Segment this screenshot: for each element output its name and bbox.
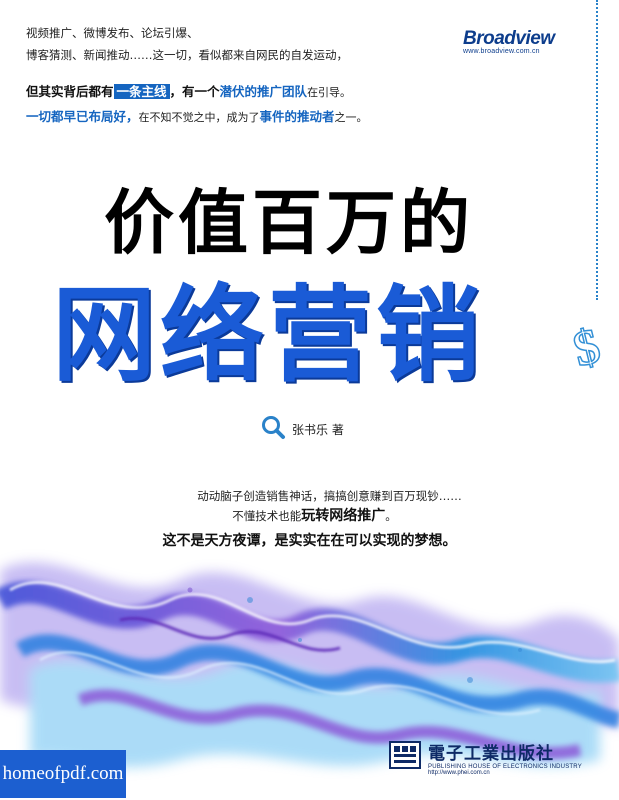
hook-l2-d: 之一。 xyxy=(334,111,368,124)
author-name: 张书乐 著 xyxy=(292,422,344,437)
hook-l1-a: 但其实背后都有 xyxy=(26,84,114,99)
watermark-badge: homeofpdf.com xyxy=(0,750,126,798)
hook-l1-c: 潜伏的推广团队 xyxy=(219,84,308,99)
blurb: 动动脑子创造销售神话，搞搞创意赚到百万现钞…… 不懂技术也能玩转网络推广。 这不… xyxy=(0,486,619,554)
dollar-icon: $ xyxy=(567,316,606,378)
hook-line-2: 一切都早已布局好，在不知不觉之中，成为了事件的推动者之一。 xyxy=(26,105,368,130)
publisher-text: 電子工業出版社 PUBLISHING HOUSE OF ELECTRONICS … xyxy=(428,739,582,776)
blurb-line-1: 动动脑子创造销售神话，搞搞创意赚到百万现钞…… xyxy=(197,489,462,503)
author-block: 张书乐 著 xyxy=(260,414,344,444)
title-line-2: 网络营销 xyxy=(52,274,485,396)
title-line-1: 价值百万的 xyxy=(104,182,474,264)
dotted-string xyxy=(596,0,598,300)
blurb-l2-b: 玩转网络推广 xyxy=(301,508,386,524)
publisher-url: http://www.phei.com.cn xyxy=(428,769,490,776)
hook-l2-c: 事件的推动者 xyxy=(259,109,335,124)
hook-l1-b: ，有一个 xyxy=(169,84,220,99)
broadview-brand: Broadview xyxy=(463,28,555,49)
smoke-artwork xyxy=(0,562,619,768)
broadview-logo: Broadview www.broadview.com.cn xyxy=(463,28,555,55)
watermark-text: homeofpdf.com xyxy=(2,763,124,784)
hook-text: 但其实背后都有 一条主线 ，有一个潜伏的推广团队在引导。 一切都早已布局好，在不知不… xyxy=(26,80,368,130)
publisher-name-en: PUBLISHING HOUSE OF ELECTRONICS INDUSTRY xyxy=(428,763,582,770)
blurb-line-3: 这不是天方夜谭，是实实在在可以实现的梦想。 xyxy=(162,533,457,549)
intro-text: 视频推广、微博发布、论坛引爆、 博客猜测、新闻推动……这一切，看似都来自网民的自… xyxy=(26,22,348,66)
intro-line-1: 视频推广、微博发布、论坛引爆、 xyxy=(26,26,199,40)
magnifier-icon xyxy=(260,414,286,444)
hook-l2-a: 一切都早已布局好， xyxy=(26,109,139,124)
phei-logo-icon xyxy=(388,738,422,776)
hook-l1-d: 在引导。 xyxy=(307,86,352,99)
publisher-name-cn: 電子工業出版社 xyxy=(428,743,554,764)
blurb-l2-c: 。 xyxy=(385,509,397,523)
blurb-l2-a: 不懂技术也能 xyxy=(232,509,302,523)
blurb-line-2: 不懂技术也能玩转网络推广。 xyxy=(0,506,619,526)
hook-highlight: 一条主线 xyxy=(113,84,170,99)
hook-line-1: 但其实背后都有 一条主线 ，有一个潜伏的推广团队在引导。 xyxy=(26,80,368,105)
publisher-footer: 電子工業出版社 PUBLISHING HOUSE OF ELECTRONICS … xyxy=(388,738,582,776)
broadview-url: www.broadview.com.cn xyxy=(463,48,540,55)
hook-l2-b: 在不知不觉之中，成为了 xyxy=(138,111,260,124)
intro-line-2: 博客猜测、新闻推动……这一切，看似都来自网民的自发运动， xyxy=(26,48,348,62)
